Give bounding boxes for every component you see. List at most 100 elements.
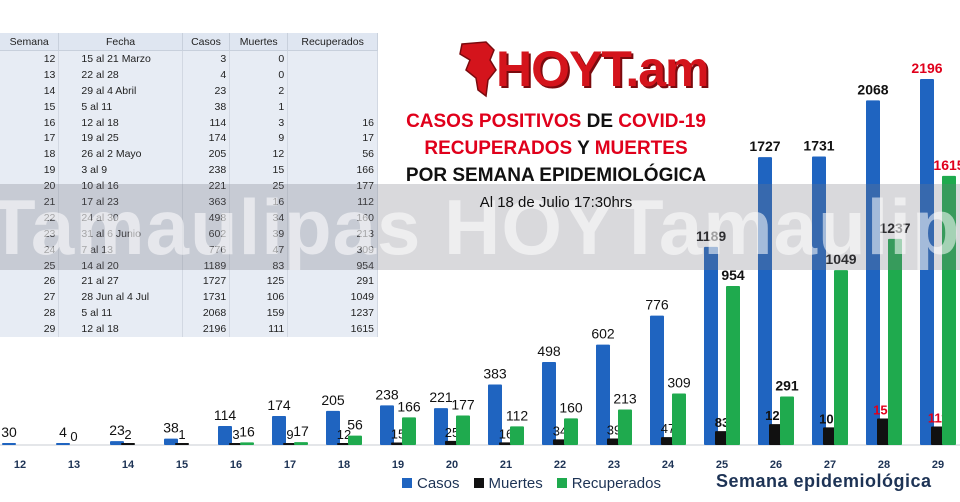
- data-label-muertes: 83: [715, 415, 729, 430]
- x-tick-label: 19: [392, 459, 404, 471]
- bar-muertes: [445, 440, 459, 445]
- bar-muertes: [391, 442, 405, 445]
- bar-casos: [488, 384, 502, 445]
- bar-recuperados: [510, 426, 524, 445]
- x-tick-label: 28: [878, 459, 890, 471]
- data-label-casos: 1731: [803, 138, 834, 154]
- table-header-casos: Casos: [182, 33, 231, 51]
- data-label-muertes: 16: [499, 426, 513, 441]
- table-cell-recuperados: 309: [287, 241, 378, 258]
- table-row: 17 19 al 25 174 9 17: [0, 130, 378, 147]
- legend-label: Casos: [417, 474, 460, 492]
- legend-swatch: [556, 478, 567, 488]
- bar-muertes: [553, 439, 567, 445]
- bar-recuperados: [348, 435, 362, 445]
- table-cell-recuperados: 1049: [287, 289, 378, 306]
- table-cell-fecha: 12 al 18: [58, 321, 183, 338]
- data-label-recuperados: 16: [239, 423, 255, 439]
- x-tick-label: 26: [770, 459, 782, 471]
- bar-muertes: [337, 443, 351, 445]
- table-cell-recuperados: 291: [287, 273, 378, 290]
- table-cell-muertes: 12: [229, 146, 289, 163]
- data-table: Semana Fecha Casos Muertes Recuperados 12 15 …: [0, 33, 378, 338]
- table-cell-recuperados: 56: [287, 146, 378, 163]
- bar-muertes: [607, 438, 621, 445]
- table-cell-muertes: 83: [229, 257, 289, 274]
- x-tick-label: 16: [230, 459, 242, 471]
- table-cell-fecha: 29 al 4 Abril: [58, 82, 183, 99]
- title-muertes: MUERTES: [594, 138, 688, 159]
- table-header-row: Semana Fecha Casos Muertes Recuperados: [0, 33, 378, 51]
- data-label-muertes: 12: [337, 427, 351, 442]
- table-cell-muertes: 111: [229, 321, 289, 338]
- data-label-muertes: 9: [286, 427, 293, 442]
- title-covid: COVID-19: [618, 111, 706, 132]
- table-row: 12 15 al 21 Marzo 3 0: [0, 50, 378, 67]
- data-label-muertes: 1: [178, 427, 185, 442]
- table-row: 20 10 al 16 221 25 177: [0, 178, 378, 195]
- data-label-muertes: 15: [391, 427, 405, 442]
- data-label-recuperados: 17: [293, 423, 309, 439]
- table-cell-recuperados: 1237: [287, 305, 378, 322]
- table-cell-fecha: 3 al 9: [58, 162, 183, 179]
- bar-casos: [866, 100, 880, 445]
- data-label-recuperados: 112: [506, 407, 529, 423]
- table-cell-muertes: 1: [229, 98, 289, 115]
- table-cell-semana: 16: [0, 114, 60, 131]
- table-header-fecha: Fecha: [58, 33, 183, 51]
- table-cell-casos: 38: [182, 98, 231, 115]
- table-cell-semana: 17: [0, 130, 60, 147]
- data-label-muertes: 47: [661, 421, 675, 436]
- table-cell-fecha: 15 al 21 Marzo: [58, 50, 183, 67]
- x-tick-label: 20: [446, 459, 458, 471]
- table-cell-muertes: 3: [229, 114, 289, 131]
- legend-item-casos: Casos: [402, 475, 460, 492]
- table-cell-semana: 27: [0, 289, 60, 306]
- table-row: 23 31 al 6 Junio 602 39 213: [0, 225, 378, 242]
- bar-muertes: [499, 442, 513, 445]
- data-label-casos: 1189: [696, 228, 727, 244]
- bar-muertes: [175, 443, 189, 445]
- bar-casos: [812, 156, 826, 445]
- table-cell-semana: 15: [0, 98, 60, 115]
- bar-casos: [2, 443, 16, 445]
- data-label-casos: 174: [267, 397, 291, 413]
- table-cell-casos: 3: [182, 50, 231, 67]
- data-label-recuperados: 160: [559, 399, 583, 415]
- bar-casos: [380, 405, 394, 445]
- legend-swatch: [473, 478, 484, 488]
- table-cell-semana: 14: [0, 82, 60, 99]
- bar-muertes: [877, 418, 891, 445]
- data-label-recuperados: 291: [775, 378, 799, 394]
- table-cell-casos: 776: [182, 241, 231, 258]
- table-cell-recuperados: 213: [287, 225, 378, 242]
- data-label-muertes: 34: [553, 423, 567, 438]
- title-recuperados: RECUPERADOS: [424, 138, 573, 159]
- table-cell-semana: 20: [0, 178, 60, 195]
- data-label-muertes: 0: [70, 429, 77, 444]
- table-cell-fecha: 31 al 6 Junio: [58, 225, 183, 242]
- bar-casos: [650, 315, 664, 445]
- chart-title-block: CASOS POSITIVOS DE COVID-19 RECUPERADOS …: [396, 108, 716, 217]
- bar-recuperados: [672, 393, 686, 445]
- table-cell-casos: 114: [182, 114, 231, 131]
- x-tick-label: 25: [716, 459, 728, 471]
- watermark-band: Tamaulipas HOYTamaulipas HOYTamaulipas H…: [0, 184, 960, 270]
- watermark-text: Tamaulipas HOYTamaulipas HOYTamaulipas H…: [0, 184, 960, 270]
- table-row: 18 26 al 2 Mayo 205 12 56: [0, 146, 378, 163]
- x-tick-label: 29: [932, 459, 944, 471]
- table-cell-semana: 24: [0, 241, 60, 258]
- table-cell-fecha: 7 al 13: [58, 241, 183, 258]
- table-cell-fecha: 14 al 20: [58, 257, 183, 274]
- x-tick-label: 15: [176, 459, 188, 471]
- bar-casos: [326, 410, 340, 445]
- table-cell-recuperados: 160: [287, 209, 378, 226]
- table-cell-semana: 28: [0, 305, 60, 322]
- data-label-recuperados: 1049: [825, 251, 856, 267]
- table-cell-semana: 12: [0, 50, 60, 67]
- table-cell-casos: 238: [182, 162, 231, 179]
- bar-recuperados: [942, 175, 956, 446]
- x-tick-label: 12: [14, 459, 26, 471]
- table-cell-recuperados: [287, 66, 378, 83]
